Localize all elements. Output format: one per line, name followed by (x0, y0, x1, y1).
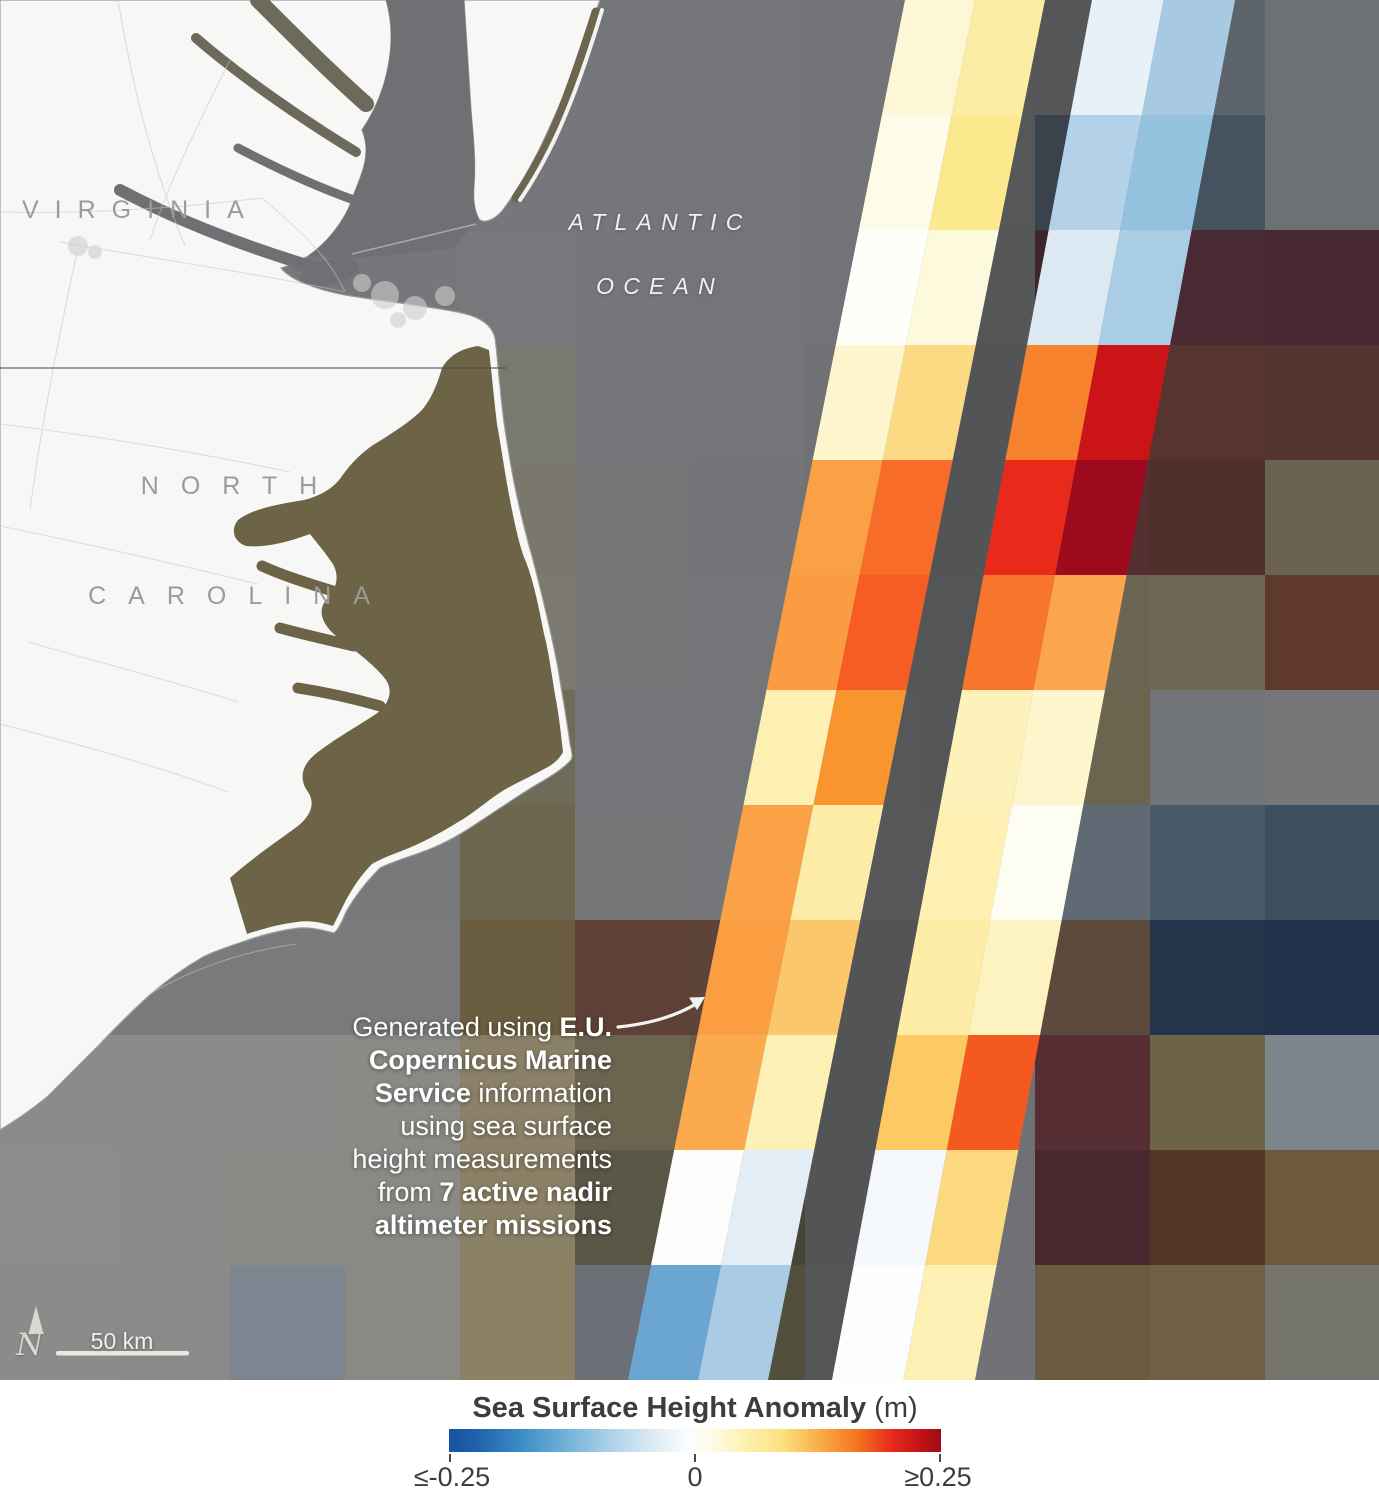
state-label-carolina: CAROLINA (88, 582, 392, 610)
chesapeake-bay (114, 0, 604, 287)
ocean-label-atlantic: ATLANTIC (568, 209, 752, 235)
rappahannock-river (191, 33, 361, 157)
pamlico-albemarle-sounds (230, 346, 563, 934)
colorbar-tick-right (939, 1454, 941, 1462)
annotation-line: Copernicus Marine (368, 1045, 612, 1075)
annotation-line: Service information (374, 1078, 612, 1108)
urban-areas (68, 236, 455, 328)
ocean-label-ocean: OCEAN (596, 273, 724, 299)
data-source-annotation: Generated using E.U. Copernicus Marine Ser… (352, 1011, 612, 1242)
swath-gap-band (768, 0, 1092, 1380)
map-area: VIRGINIA NORTH CAROLINA ATLANTIC OCEAN G… (0, 0, 1379, 1380)
colorbar-tick-center (694, 1454, 696, 1462)
annotation-line: Generated using E.U. (352, 1012, 612, 1042)
annotation-arrow-icon (616, 997, 705, 1029)
delmarva-seaside-lagoon (511, 7, 601, 203)
colorbar-label-min: ≤-0.25 (413, 1462, 491, 1492)
neuse-river (292, 682, 386, 712)
colorbar-label-max: ≥0.25 (904, 1462, 972, 1492)
scale-bar-label: 50 km (90, 1328, 154, 1354)
state-label-north: NORTH (140, 472, 340, 500)
york-river (233, 143, 359, 205)
altimeter-swaths (628, 0, 1235, 1380)
north-arrow-icon (28, 1306, 44, 1334)
north-letter: N (16, 1327, 44, 1363)
pamlico-river (256, 560, 342, 598)
annotation-line: from 7 active nadir (377, 1177, 612, 1207)
annotation-line: altimeter missions (374, 1210, 612, 1240)
legend-title: Sea Surface Height Anomaly (m) (472, 1392, 918, 1424)
annotation-line: using sea surface (400, 1111, 612, 1141)
scale-bar (56, 1351, 189, 1356)
colorbar-label-zero: 0 (687, 1462, 703, 1492)
pungo-river (274, 622, 360, 652)
colorbar-tick-left (449, 1454, 451, 1462)
legend-title-text: Sea Surface Height Anomaly (472, 1392, 867, 1424)
annotation-line: height measurements (352, 1144, 612, 1174)
bay-bridge-tunnel (351, 223, 477, 255)
map-canvas (0, 0, 1379, 1380)
potomac-river (250, 0, 374, 112)
land-virginia-north-carolina (0, 0, 601, 1131)
road-network (0, 0, 346, 995)
legend: Sea Surface Height Anomaly (m) ≤-0.25 0 … (0, 1380, 1379, 1503)
colorbar (449, 1429, 941, 1452)
state-label-virginia: VIRGINIA (22, 196, 260, 224)
hampton-roads-estuary (300, 257, 360, 287)
delmarva-barrier-islands (518, 8, 604, 202)
